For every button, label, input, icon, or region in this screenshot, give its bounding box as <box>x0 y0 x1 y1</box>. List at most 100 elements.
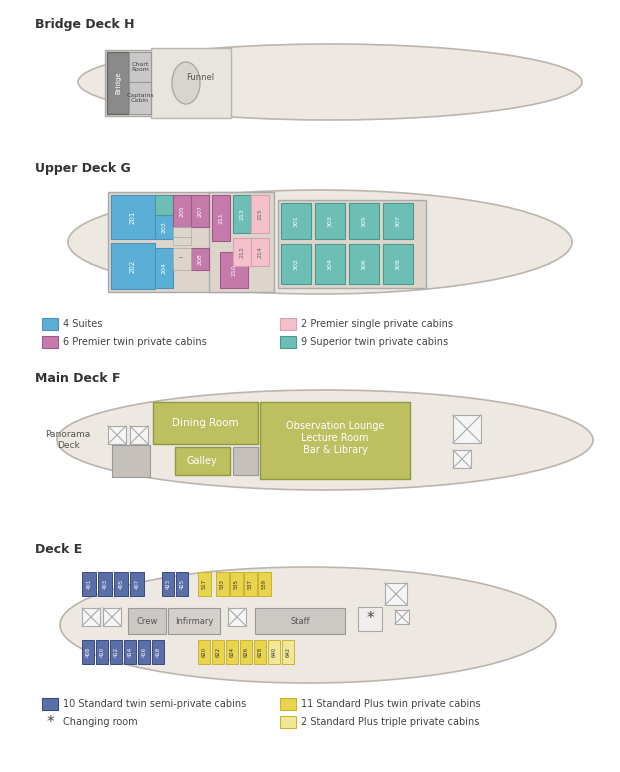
Bar <box>191 248 209 270</box>
Bar <box>155 215 173 239</box>
Bar <box>251 238 269 266</box>
Text: 537: 537 <box>248 579 253 589</box>
Bar <box>114 572 128 596</box>
Text: 4 Suites: 4 Suites <box>63 319 102 329</box>
Bar <box>155 195 173 215</box>
Bar <box>173 195 191 227</box>
Bar <box>251 195 269 233</box>
Text: 212: 212 <box>239 246 244 258</box>
Text: 304: 304 <box>327 258 332 270</box>
Text: Chart
Room: Chart Room <box>131 62 149 73</box>
Text: 405: 405 <box>118 579 123 589</box>
Text: 539: 539 <box>262 579 267 589</box>
Bar <box>173 227 191 237</box>
Text: 418: 418 <box>156 647 161 657</box>
Bar <box>212 195 230 241</box>
Bar <box>240 640 252 664</box>
Bar <box>112 445 150 477</box>
Text: 642: 642 <box>285 647 291 657</box>
Text: 211: 211 <box>218 212 223 224</box>
Text: 2 Standard Plus triple private cabins: 2 Standard Plus triple private cabins <box>301 717 479 727</box>
Text: 412: 412 <box>113 647 118 657</box>
Text: 624: 624 <box>229 647 234 657</box>
Bar <box>175 447 230 475</box>
Bar <box>358 607 382 631</box>
Bar <box>82 572 96 596</box>
Bar <box>233 238 251 266</box>
Bar <box>155 248 173 288</box>
Bar <box>130 426 148 444</box>
Text: 9 Superior twin private cabins: 9 Superior twin private cabins <box>301 337 448 347</box>
Text: 626: 626 <box>244 647 249 657</box>
Text: 213: 213 <box>239 208 244 220</box>
Bar <box>108 192 273 292</box>
Text: 6 Premier twin private cabins: 6 Premier twin private cabins <box>63 337 206 347</box>
Text: 307: 307 <box>396 215 401 227</box>
Text: 214: 214 <box>257 246 262 258</box>
Text: 403: 403 <box>102 579 107 589</box>
Bar <box>258 572 271 596</box>
Bar <box>281 203 311 239</box>
Bar <box>128 608 166 634</box>
Bar <box>315 244 345 284</box>
Bar <box>282 640 294 664</box>
Bar <box>453 450 471 468</box>
Bar <box>152 640 164 664</box>
Text: Infirmary: Infirmary <box>175 617 213 625</box>
Bar <box>260 402 410 479</box>
Text: 535: 535 <box>234 579 239 589</box>
Bar <box>129 52 151 82</box>
Bar <box>162 572 174 596</box>
Ellipse shape <box>68 190 572 294</box>
Ellipse shape <box>172 62 200 104</box>
Bar <box>268 640 280 664</box>
Bar <box>220 252 248 288</box>
Text: 640: 640 <box>272 647 277 657</box>
Bar <box>226 640 238 664</box>
Bar <box>124 640 136 664</box>
Ellipse shape <box>78 44 582 120</box>
Bar <box>230 572 243 596</box>
Bar <box>383 244 413 284</box>
Bar <box>151 48 231 118</box>
Text: l: l <box>180 256 185 257</box>
Bar <box>42 336 58 348</box>
Bar <box>111 195 155 239</box>
Bar <box>173 237 191 245</box>
Text: 301: 301 <box>293 215 298 227</box>
Bar <box>233 195 251 233</box>
Text: 517: 517 <box>202 579 207 589</box>
Bar <box>254 640 266 664</box>
Text: Observation Lounge
Lecture Room
Bar & Library: Observation Lounge Lecture Room Bar & Li… <box>286 422 384 455</box>
Text: 408: 408 <box>86 647 91 657</box>
Bar <box>108 426 126 444</box>
Text: Changing room: Changing room <box>63 717 138 727</box>
Bar <box>280 716 296 728</box>
Text: 215: 215 <box>257 208 262 220</box>
Text: Funnel: Funnel <box>186 73 214 83</box>
Bar <box>191 195 209 227</box>
Text: Staff: Staff <box>290 617 310 625</box>
Bar <box>395 610 409 624</box>
Bar <box>96 640 108 664</box>
Text: 407: 407 <box>135 579 140 589</box>
Text: 622: 622 <box>216 647 221 657</box>
Bar <box>138 640 150 664</box>
Bar <box>233 447 258 475</box>
Bar <box>103 608 121 626</box>
Text: 2 Premier single private cabins: 2 Premier single private cabins <box>301 319 453 329</box>
Text: 11 Standard Plus twin private cabins: 11 Standard Plus twin private cabins <box>301 699 480 709</box>
Text: Main Deck F: Main Deck F <box>35 372 120 385</box>
Bar <box>82 640 94 664</box>
Bar <box>176 572 188 596</box>
Bar <box>42 698 58 710</box>
Bar <box>244 572 257 596</box>
Bar <box>209 192 274 292</box>
Text: 401: 401 <box>87 579 92 589</box>
Bar <box>111 243 155 289</box>
Text: *: * <box>366 611 374 627</box>
Bar <box>198 640 210 664</box>
Text: 210: 210 <box>231 264 236 276</box>
Text: Crew: Crew <box>136 617 157 625</box>
Text: Bridge Deck H: Bridge Deck H <box>35 18 135 31</box>
